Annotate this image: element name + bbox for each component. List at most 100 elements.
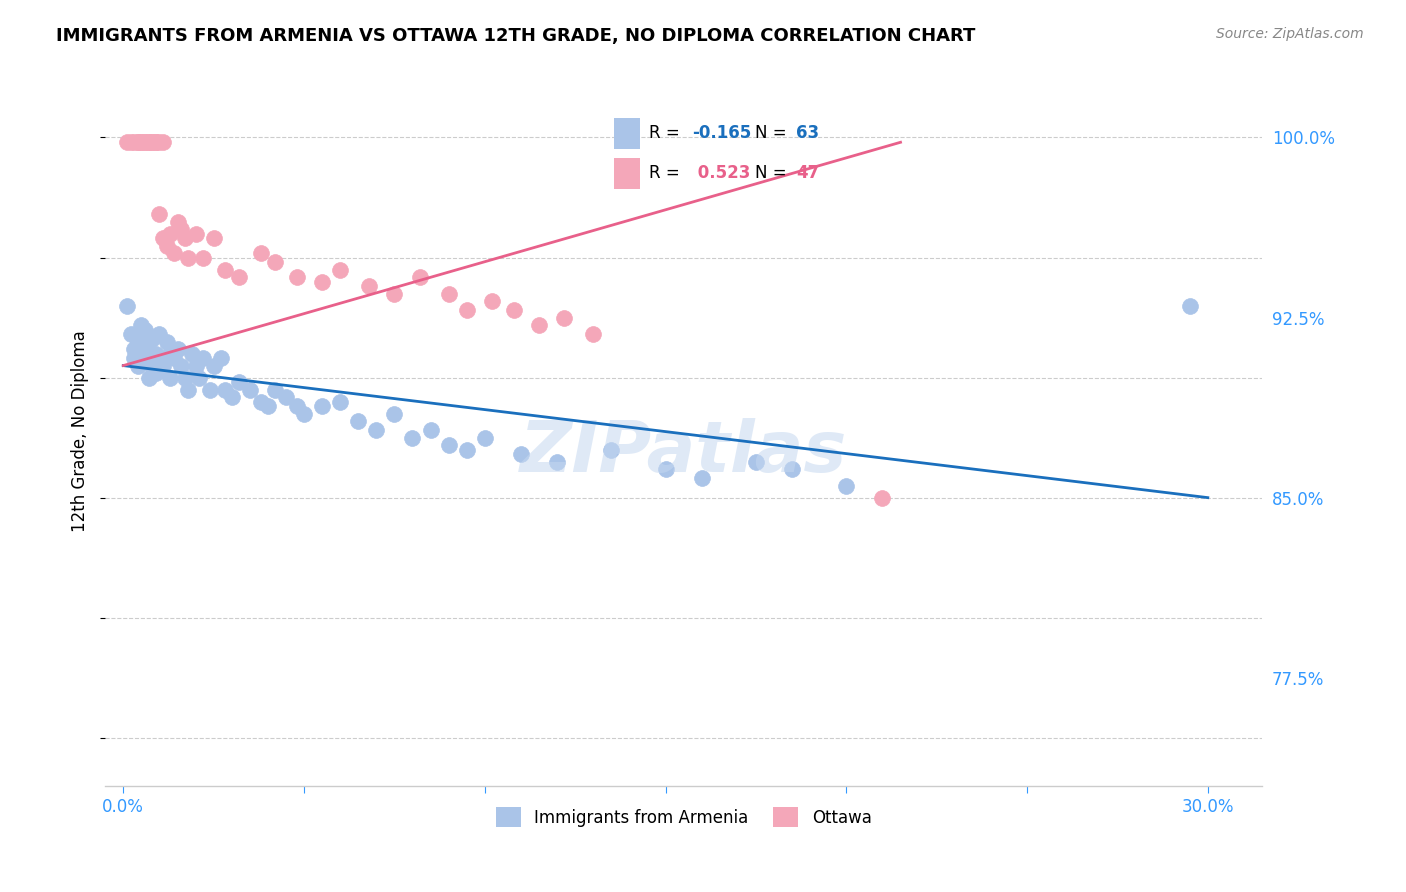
Point [553, 310, 575, 325]
Point [600, 442, 623, 457]
Point [141, 359, 163, 373]
Point [159, 370, 181, 384]
Point [134, 342, 156, 356]
Point [329, 394, 352, 409]
Point [166, 214, 188, 228]
Point [780, 462, 803, 476]
Point [384, 286, 406, 301]
Point [474, 431, 496, 445]
Point [456, 442, 478, 457]
Point [285, 269, 308, 284]
Point [690, 471, 713, 485]
Point [148, 351, 170, 366]
Point [163, 245, 186, 260]
Point [141, 135, 163, 149]
Point [502, 303, 524, 318]
Point [311, 275, 333, 289]
Text: Source: ZipAtlas.com: Source: ZipAtlas.com [1216, 27, 1364, 41]
Point [152, 231, 174, 245]
Point [582, 327, 605, 342]
Point [122, 342, 145, 356]
Point [134, 135, 156, 149]
Point [141, 332, 163, 346]
Point [311, 400, 333, 414]
Point [249, 394, 271, 409]
Point [209, 351, 232, 366]
Text: ZIPatlas: ZIPatlas [520, 418, 848, 487]
Point [148, 327, 170, 342]
Point [188, 370, 211, 384]
Point [285, 400, 308, 414]
Point [138, 135, 160, 149]
Point [115, 135, 138, 149]
Point [131, 318, 153, 332]
Point [131, 135, 153, 149]
Point [1178, 299, 1201, 313]
Point [198, 383, 221, 397]
Point [191, 251, 214, 265]
Point [127, 135, 149, 149]
Point [527, 318, 550, 332]
Y-axis label: 12th Grade, No Diploma: 12th Grade, No Diploma [72, 331, 89, 533]
Point [214, 262, 236, 277]
Point [456, 303, 478, 318]
Point [148, 135, 170, 149]
Point [152, 359, 174, 373]
Point [127, 334, 149, 349]
Point [437, 286, 460, 301]
Point [156, 238, 179, 252]
Point [120, 135, 142, 149]
Point [184, 227, 207, 241]
Point [134, 322, 156, 336]
Point [115, 299, 138, 313]
Point [120, 327, 142, 342]
Point [173, 231, 195, 245]
Point [170, 221, 193, 235]
Point [138, 135, 160, 149]
Point [257, 400, 280, 414]
Point [145, 135, 167, 149]
Point [148, 207, 170, 221]
Point [177, 383, 200, 397]
Point [221, 390, 243, 404]
Point [122, 351, 145, 366]
Point [249, 245, 271, 260]
Point [347, 414, 370, 428]
Point [152, 135, 174, 149]
Point [184, 359, 207, 373]
Point [409, 269, 432, 284]
Legend: Immigrants from Armenia, Ottawa: Immigrants from Armenia, Ottawa [489, 800, 879, 834]
Point [228, 376, 250, 390]
Point [264, 383, 287, 397]
Point [145, 346, 167, 360]
Point [127, 135, 149, 149]
Point [131, 346, 153, 360]
Point [228, 269, 250, 284]
Point [138, 370, 160, 384]
Point [177, 251, 200, 265]
Point [141, 135, 163, 149]
Point [122, 135, 145, 149]
Point [145, 135, 167, 149]
Point [138, 351, 160, 366]
Point [127, 359, 149, 373]
Point [239, 383, 262, 397]
Point [202, 231, 225, 245]
Point [359, 279, 381, 293]
Point [264, 255, 287, 269]
Point [546, 455, 568, 469]
Point [481, 293, 503, 308]
Point [163, 351, 186, 366]
Point [745, 455, 768, 469]
Point [654, 462, 676, 476]
Point [510, 447, 533, 461]
Point [191, 351, 214, 366]
Point [170, 359, 193, 373]
Point [159, 227, 181, 241]
Point [214, 383, 236, 397]
Point [274, 390, 297, 404]
Point [419, 424, 441, 438]
Point [437, 438, 460, 452]
Point [835, 478, 858, 492]
Point [366, 424, 388, 438]
